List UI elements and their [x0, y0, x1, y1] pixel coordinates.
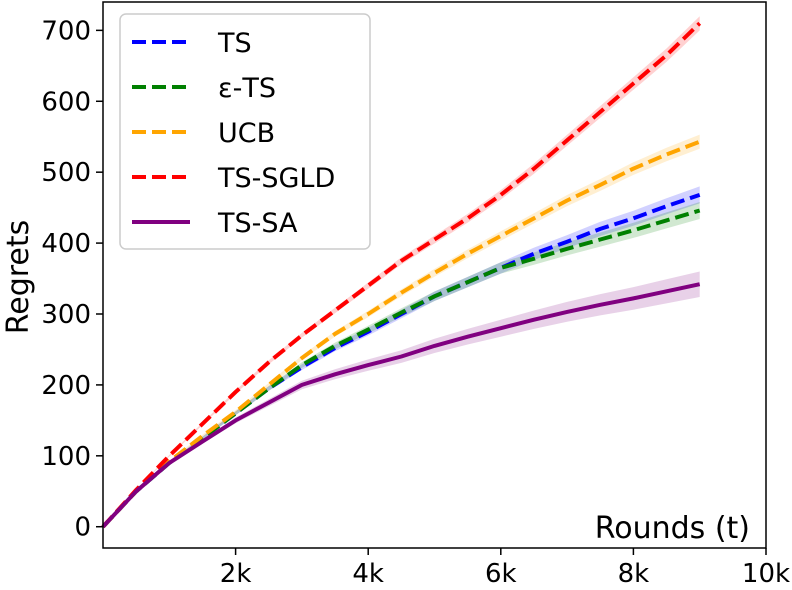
legend-box — [119, 13, 371, 250]
legend-label-1: ε-TS — [218, 73, 276, 104]
band-1 — [103, 202, 700, 527]
y-tick-label: 700 — [41, 16, 91, 46]
y-tick-label: 100 — [41, 442, 91, 472]
series-lines — [101, 21, 702, 529]
plot-frame — [102, 1, 767, 549]
y-tick-label: 0 — [74, 513, 91, 543]
x-tick-label: 8k — [618, 559, 650, 586]
x-tick-label: 4k — [352, 559, 384, 586]
y-tick-label: 600 — [41, 87, 91, 117]
y-axis-label: Regrets — [1, 220, 36, 335]
y-tick-label: 300 — [41, 300, 91, 330]
x-tick-label: 2k — [220, 559, 252, 586]
band-0 — [103, 186, 700, 527]
legend-label-3: TS-SGLD — [217, 163, 335, 194]
ticks: 2k 4k 6k 8k 10k 0 100 200 300 400 500 600 700 — [41, 16, 790, 589]
x-tick-label: 6k — [485, 559, 517, 586]
legend-label-2: UCB — [218, 118, 275, 149]
x-tick-label: 10k — [742, 559, 790, 586]
y-tick-label: 200 — [41, 371, 91, 401]
series-line-4 — [101, 282, 701, 529]
x-axis-label: Rounds (t) — [595, 511, 750, 546]
series-line-3 — [101, 21, 702, 529]
y-tick-label: 500 — [41, 158, 91, 188]
legend: TS ε-TS UCB TS-SGLD TS-SA — [119, 13, 371, 250]
axes — [102, 1, 767, 549]
series-line-2 — [101, 139, 701, 529]
legend-label-4: TS-SA — [217, 208, 298, 239]
legend-label-0: TS — [217, 28, 252, 59]
y-tick-label: 400 — [41, 229, 91, 259]
